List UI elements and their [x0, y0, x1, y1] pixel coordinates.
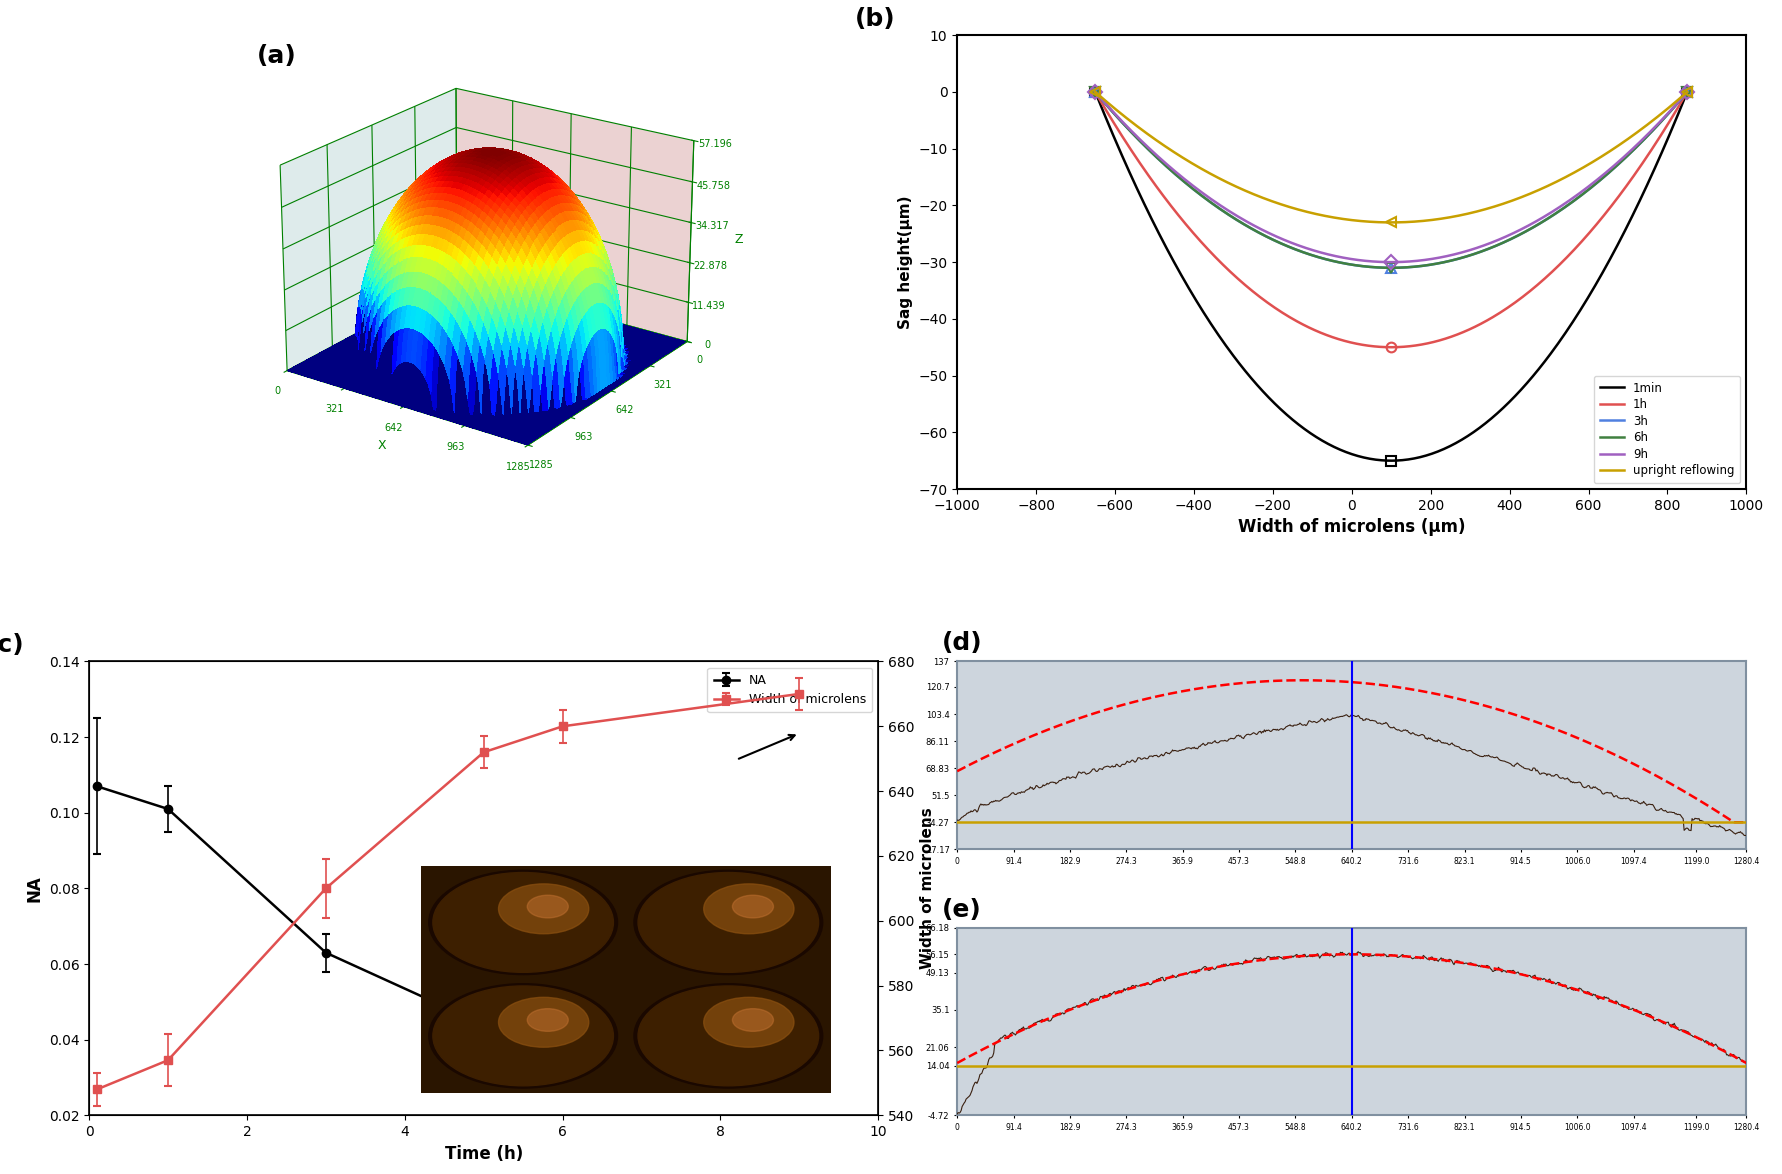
- Text: (c): (c): [0, 634, 25, 657]
- 6h: [1513, 225, 1534, 239]
- 9h: [1513, 221, 1534, 235]
- 1h: [1513, 289, 1534, 303]
- 6h: [1085, 85, 1107, 99]
- upright reflowing: [1677, 85, 1698, 99]
- Line: 9h: 9h: [1096, 92, 1688, 262]
- upright reflowing: [1513, 189, 1534, 203]
- 1min: [1677, 85, 1698, 99]
- Circle shape: [499, 884, 588, 933]
- 3h: [1458, 249, 1479, 263]
- 1min: [1278, 409, 1299, 423]
- Line: 3h: 3h: [1096, 92, 1688, 268]
- upright reflowing: [1157, 140, 1178, 154]
- Circle shape: [433, 986, 613, 1086]
- 1min: [1379, 453, 1401, 467]
- Text: (b): (b): [855, 7, 895, 32]
- Text: (d): (d): [941, 632, 982, 655]
- 3h: [1278, 239, 1299, 254]
- 1h: [1379, 340, 1401, 355]
- Circle shape: [704, 884, 795, 933]
- 9h: [1319, 248, 1340, 262]
- Circle shape: [732, 1008, 773, 1031]
- upright reflowing: [1085, 85, 1107, 99]
- 3h: [1677, 85, 1698, 99]
- 1h: [1278, 309, 1299, 323]
- X-axis label: Time (h): Time (h): [444, 1145, 522, 1162]
- 6h: [1319, 254, 1340, 268]
- upright reflowing: [1458, 207, 1479, 221]
- Legend: 1min, 1h, 3h, 6h, 9h, upright reflowing: 1min, 1h, 3h, 6h, 9h, upright reflowing: [1595, 376, 1741, 484]
- 1h: [1319, 329, 1340, 343]
- 9h: [1677, 85, 1698, 99]
- Circle shape: [527, 896, 568, 918]
- 9h: [1085, 85, 1107, 99]
- X-axis label: X: X: [378, 439, 387, 452]
- Circle shape: [429, 870, 618, 974]
- 1min: [1458, 429, 1479, 443]
- Circle shape: [634, 870, 823, 974]
- 1min: [1319, 438, 1340, 452]
- 1min: [1516, 376, 1538, 390]
- 9h: [1516, 220, 1538, 234]
- Line: upright reflowing: upright reflowing: [1096, 92, 1688, 222]
- 3h: [1157, 160, 1178, 174]
- 6h: [1157, 160, 1178, 174]
- 1min: [1513, 379, 1534, 393]
- Text: (e): (e): [941, 897, 982, 922]
- 3h: [1319, 254, 1340, 268]
- Circle shape: [638, 872, 818, 972]
- 1h: [1458, 323, 1479, 337]
- Circle shape: [638, 986, 818, 1086]
- 9h: [1278, 235, 1299, 249]
- 1min: [1085, 85, 1107, 99]
- Circle shape: [429, 984, 618, 1088]
- Y-axis label: Sag height(μm): Sag height(μm): [898, 195, 912, 329]
- 3h: [1379, 261, 1401, 275]
- Circle shape: [499, 997, 588, 1047]
- 1h: [1157, 193, 1178, 207]
- upright reflowing: [1319, 210, 1340, 224]
- 6h: [1278, 239, 1299, 254]
- 1h: [1677, 85, 1698, 99]
- Circle shape: [433, 872, 613, 972]
- Circle shape: [634, 984, 823, 1088]
- 3h: [1513, 225, 1534, 239]
- 3h: [1516, 224, 1538, 238]
- Text: (a): (a): [257, 45, 296, 68]
- 9h: [1458, 243, 1479, 257]
- Y-axis label: NA: NA: [25, 875, 43, 902]
- Line: 1h: 1h: [1096, 92, 1688, 348]
- Line: 6h: 6h: [1096, 92, 1688, 268]
- Legend: NA, Width of microlens: NA, Width of microlens: [707, 668, 871, 713]
- 1min: [1157, 241, 1178, 255]
- 6h: [1458, 249, 1479, 263]
- upright reflowing: [1516, 188, 1538, 202]
- 6h: [1677, 85, 1698, 99]
- upright reflowing: [1379, 215, 1401, 229]
- Circle shape: [527, 1008, 568, 1031]
- 9h: [1379, 255, 1401, 269]
- 9h: [1157, 157, 1178, 171]
- X-axis label: Width of microlens (μm): Width of microlens (μm): [1238, 518, 1465, 537]
- 3h: [1085, 85, 1107, 99]
- upright reflowing: [1278, 200, 1299, 214]
- 6h: [1379, 261, 1401, 275]
- Circle shape: [732, 896, 773, 918]
- Circle shape: [704, 997, 795, 1047]
- Line: 1min: 1min: [1096, 92, 1688, 460]
- 1h: [1085, 85, 1107, 99]
- Y-axis label: Width of microlens: Width of microlens: [920, 808, 936, 970]
- 6h: [1516, 224, 1538, 238]
- 1h: [1516, 286, 1538, 301]
